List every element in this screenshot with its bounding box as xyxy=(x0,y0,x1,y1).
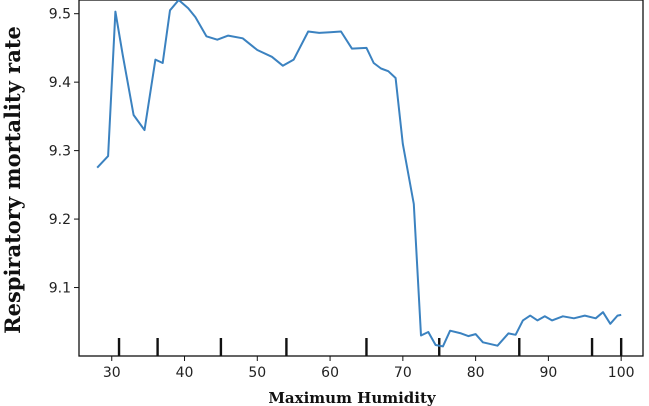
y-tick-label: 9.4 xyxy=(49,75,71,91)
x-axis: 30 40 50 60 70 80 90 100 xyxy=(103,356,635,381)
x-tick-label: 30 xyxy=(103,365,121,381)
y-tick-label: 9.1 xyxy=(49,281,71,297)
x-tick-label: 80 xyxy=(467,365,485,381)
y-axis: 9.1 9.2 9.3 9.4 9.5 xyxy=(49,7,79,297)
x-tick-label: 100 xyxy=(608,365,635,381)
x-tick-label: 70 xyxy=(394,365,412,381)
y-axis-label: Respiratory mortality rate xyxy=(0,26,25,334)
plot-area xyxy=(78,0,644,357)
series-line xyxy=(96,0,622,348)
y-tick-label: 9.5 xyxy=(49,7,71,23)
x-tick-label: 40 xyxy=(176,365,194,381)
x-axis-label: Maximum Humidity xyxy=(268,389,437,406)
series-layer xyxy=(96,0,622,348)
x-tick-label: 60 xyxy=(321,365,339,381)
rug-marks xyxy=(117,338,623,356)
y-tick-label: 9.2 xyxy=(49,212,71,228)
x-tick-label: 50 xyxy=(248,365,266,381)
x-tick-label: 90 xyxy=(539,365,557,381)
y-tick-label: 9.3 xyxy=(49,144,71,160)
